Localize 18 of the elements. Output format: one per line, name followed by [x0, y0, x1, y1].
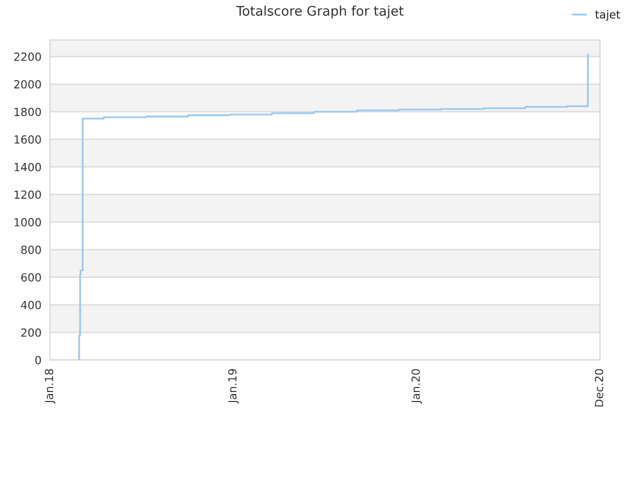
y-tick-label: 1800: [14, 108, 41, 116]
y-tick-label: 2000: [14, 80, 41, 89]
y-tick-label: 800: [21, 246, 41, 254]
y-tick-label: 1000: [14, 218, 41, 226]
x-tick-label: Jan.18: [44, 369, 56, 404]
chart-title: Totalscore Graph for tajet: [236, 6, 404, 18]
y-tick-label: 2200: [14, 52, 41, 61]
legend-label: tajet: [595, 10, 620, 21]
y-tick-label: 1400: [14, 162, 41, 172]
y-tick-label: 1200: [14, 190, 41, 199]
y-tick-label: 400: [21, 300, 41, 310]
x-tick-label: Jan.19: [228, 369, 239, 404]
y-tick-label: 0: [35, 356, 41, 364]
y-tick-label: 600: [21, 273, 41, 282]
x-tick-label: Jan.20: [411, 369, 422, 404]
y-tick-label: 200: [21, 328, 41, 337]
x-tick-label: Dec.20: [594, 369, 604, 406]
y-tick-label: 1600: [14, 135, 41, 144]
